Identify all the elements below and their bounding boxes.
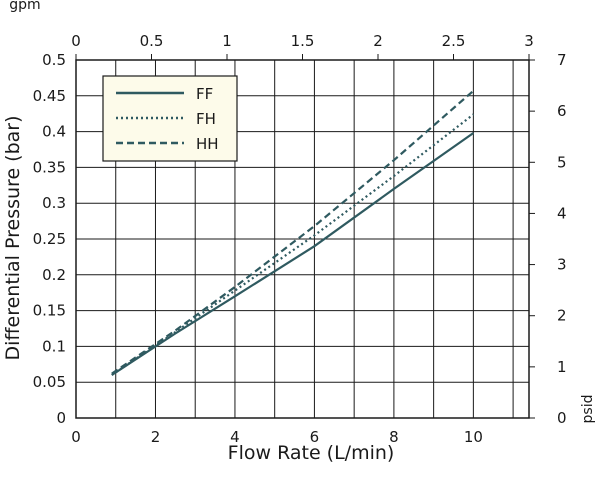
- legend-label-fh: FH: [196, 110, 216, 128]
- x-tick-label-0: 0: [71, 428, 81, 446]
- right-tick-label-3: 3: [557, 256, 567, 274]
- top-tick-label-2: 2: [373, 32, 383, 50]
- right-tick-label-2: 2: [557, 307, 567, 325]
- y-tick-label-0.3: 0.3: [42, 194, 66, 212]
- x-tick-label-2: 2: [151, 428, 161, 446]
- y-tick-label-0.45: 0.45: [33, 87, 66, 105]
- y-tick-label-0.25: 0.25: [33, 230, 66, 248]
- top-tick-label-1: 1: [222, 32, 232, 50]
- series-lines: [111, 89, 475, 376]
- top-tick-label-1.5: 1.5: [291, 32, 315, 50]
- top-tick-label-0: 0: [71, 32, 81, 50]
- x-axis-title: Flow Rate (L/min): [228, 442, 395, 464]
- legend: FF FH HH: [102, 75, 238, 162]
- legend-label-ff: FF: [196, 85, 213, 103]
- series-line-hh: [111, 89, 475, 375]
- y-tick-label-0: 0: [56, 409, 66, 427]
- right-axis-title: psid: [580, 395, 596, 424]
- legend-box: [102, 75, 238, 162]
- right-tick-label-7: 7: [557, 51, 567, 69]
- top-axis-title: gpm: [9, 0, 40, 13]
- y-tick-label-0.05: 0.05: [33, 373, 66, 391]
- axis-ticks: 0 2 4 6 8 1000.050.10.150.20.250.30.350.40.45…: [33, 32, 567, 446]
- x-tick-label-10: 10: [464, 428, 483, 446]
- top-tick-label-0.5: 0.5: [140, 32, 164, 50]
- right-tick-label-0: 0: [557, 409, 567, 427]
- right-tick-label-5: 5: [557, 153, 567, 171]
- y-tick-label-0.5: 0.5: [42, 51, 66, 69]
- x-tick-label-8: 8: [389, 428, 399, 446]
- y-tick-label-0.2: 0.2: [42, 266, 66, 284]
- y-tick-label-0.35: 0.35: [33, 158, 66, 176]
- y-axis-title: Differential Pressure (bar): [2, 115, 24, 360]
- top-tick-label-2.5: 2.5: [442, 32, 466, 50]
- right-tick-label-1: 1: [557, 358, 567, 376]
- legend-label-hh: HH: [196, 135, 219, 153]
- top-tick-label-3: 3: [524, 32, 534, 50]
- y-tick-label-0.1: 0.1: [42, 337, 66, 355]
- series-line-ff: [111, 132, 475, 376]
- x-tick-label-4: 4: [230, 428, 240, 446]
- x-tick-label-6: 6: [310, 428, 320, 446]
- right-tick-label-6: 6: [557, 102, 567, 120]
- y-tick-label-0.4: 0.4: [42, 123, 66, 141]
- y-tick-label-0.15: 0.15: [33, 302, 66, 320]
- right-tick-label-4: 4: [557, 204, 567, 222]
